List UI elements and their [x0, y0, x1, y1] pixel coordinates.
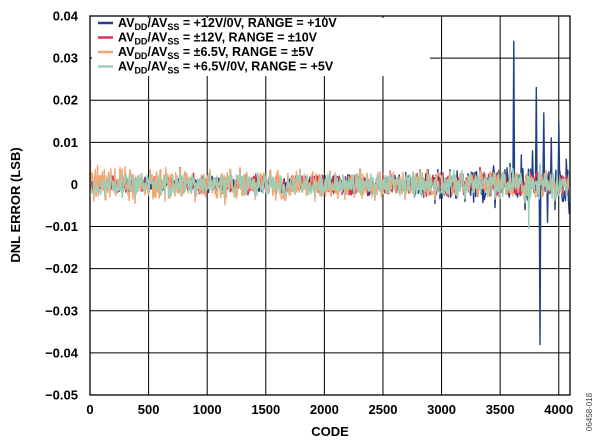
x-tick-label: 3500 — [486, 402, 515, 417]
plot-frame — [89, 15, 571, 396]
legend-label: AVDD/AVSS = ±6.5V, RANGE = ±5V — [118, 45, 314, 61]
y-tick-label: −0.03 — [45, 303, 78, 318]
x-tick-label: 4000 — [544, 402, 573, 417]
legend-label: AVDD/AVSS = ±12V, RANGE = ±10V — [118, 31, 318, 47]
x-tick-label: 500 — [138, 402, 160, 417]
x-tick-label: 2000 — [310, 402, 339, 417]
x-tick-labels: 0 500 1000 1500 2000 2500 3000 3500 4000 — [86, 402, 573, 417]
legend: AVDD/AVSS = +12V/0V, RANGE = +10VAVDD/AV… — [92, 16, 430, 76]
legend-label: AVDD/AVSS = +12V/0V, RANGE = +10V — [118, 16, 337, 32]
x-tick-label: 3000 — [427, 402, 456, 417]
y-tick-label: −0.05 — [45, 388, 78, 403]
y-tick-label: −0.04 — [45, 345, 79, 360]
y-tick-label: 0.01 — [53, 135, 78, 150]
legend-label: AVDD/AVSS = +6.5V/0V, RANGE = +5V — [118, 60, 334, 76]
x-axis-title: CODE — [311, 424, 349, 439]
series-layer — [89, 40, 570, 346]
y-tick-label: 0.02 — [53, 93, 78, 108]
y-tick-label: 0 — [71, 177, 78, 192]
x-tick-label: 2500 — [369, 402, 398, 417]
y-tick-label: −0.02 — [45, 261, 78, 276]
x-tick-label: 0 — [86, 402, 93, 417]
y-tick-labels: 0.04 0.03 0.02 0.01 0 −0.01 −0.02 −0.03 −0.04 −0.… — [45, 9, 79, 403]
y-tick-label: −0.01 — [45, 219, 78, 234]
series-line — [89, 162, 570, 230]
legend-background — [92, 18, 430, 76]
plot-background — [90, 16, 570, 395]
figure-id: 06458-018 — [585, 392, 594, 431]
x-tick-label: 1000 — [193, 402, 222, 417]
y-tick-label: 0.04 — [53, 9, 79, 24]
y-axis-title: DNL ERROR (LSB) — [8, 147, 23, 262]
x-tick-label: 1500 — [251, 402, 280, 417]
y-tick-label: 0.03 — [53, 51, 78, 66]
